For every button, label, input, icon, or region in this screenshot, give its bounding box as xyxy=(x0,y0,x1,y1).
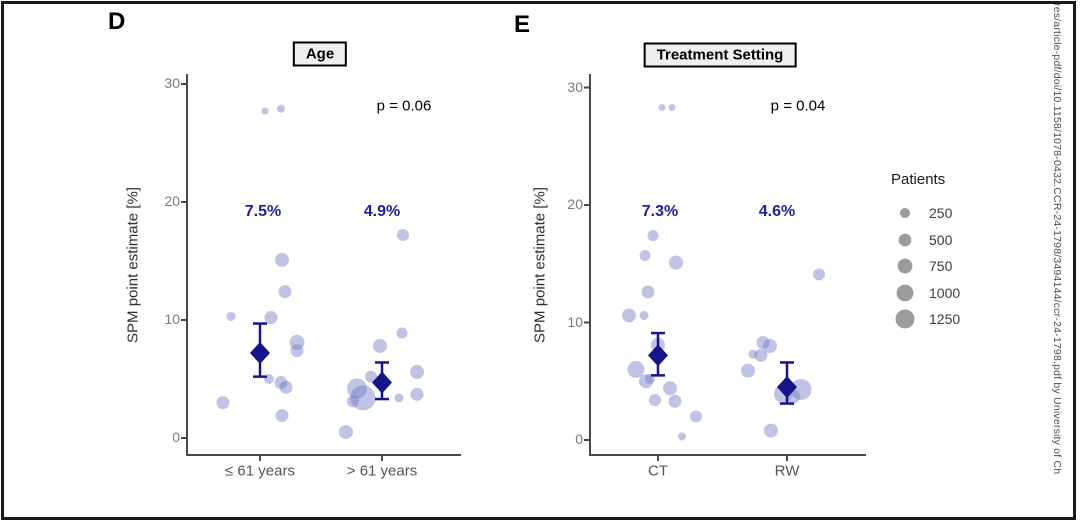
y-tick-label: 30 xyxy=(567,78,583,95)
y-tick-label: 0 xyxy=(575,431,583,447)
data-point-bubble xyxy=(275,252,289,267)
mean-diamond xyxy=(777,376,797,399)
data-point-bubble xyxy=(290,344,304,358)
data-point-bubble xyxy=(690,410,702,423)
y-axis-title-e: SPM point estimate [%] xyxy=(531,187,549,343)
data-point-bubble xyxy=(639,374,653,389)
mean-label-d1: 7.5% xyxy=(244,203,282,220)
data-point-bubble xyxy=(678,432,686,441)
mean-diamond xyxy=(250,342,270,365)
data-point-bubble xyxy=(396,327,408,339)
panel-letter-e: E xyxy=(514,11,531,38)
data-point-bubble xyxy=(410,387,424,401)
data-point-bubble xyxy=(216,396,230,410)
data-point-bubble xyxy=(748,349,758,359)
legend-bubble xyxy=(900,208,910,218)
legend-size-label: 250 xyxy=(929,205,953,221)
legend-bubble xyxy=(897,258,913,274)
y-tick-label: 20 xyxy=(164,193,180,209)
data-point-bubble xyxy=(756,335,770,349)
data-point-bubble xyxy=(365,370,377,383)
data-point-bubble xyxy=(641,285,655,299)
data-point-bubble xyxy=(741,363,755,378)
data-point-bubble xyxy=(649,394,661,407)
data-point-bubble xyxy=(410,364,424,379)
legend-size-label: 1250 xyxy=(929,311,961,327)
data-point-bubble xyxy=(277,104,285,113)
data-point-bubble xyxy=(764,423,778,438)
mean-diamond xyxy=(648,344,668,367)
data-point-bubble xyxy=(394,393,404,403)
data-point-bubble xyxy=(274,376,288,390)
data-point-bubble xyxy=(763,339,777,353)
data-point-bubble xyxy=(639,310,649,320)
y-tick-label: 10 xyxy=(164,311,180,327)
mean-label-e1: 7.3% xyxy=(641,203,679,220)
y-tick-label: 0 xyxy=(172,429,180,445)
legend-size-label: 750 xyxy=(929,258,953,274)
x-tick-label-d1: ≤ 61 years xyxy=(225,462,295,480)
data-point-bubble xyxy=(373,338,387,353)
data-point-bubble xyxy=(261,107,269,115)
data-point-bubble xyxy=(668,394,682,408)
legend-size-label: 1000 xyxy=(929,285,961,301)
data-point-bubble xyxy=(275,409,289,423)
data-point-bubble xyxy=(754,348,768,362)
x-tick-label-e2: RW xyxy=(774,462,800,480)
data-point-bubble xyxy=(397,229,409,242)
data-point-bubble xyxy=(813,268,825,281)
x-tick-label-d2: > 61 years xyxy=(346,462,418,480)
data-point-bubble xyxy=(647,230,659,242)
mean-diamond xyxy=(372,371,392,394)
data-point-bubble xyxy=(658,103,666,111)
data-point-bubble xyxy=(350,385,376,411)
data-point-bubble xyxy=(627,361,645,378)
panel-title-d: Age xyxy=(292,41,348,67)
y-tick-label: 10 xyxy=(567,313,583,330)
data-point-bubble xyxy=(226,311,236,321)
data-point-bubble xyxy=(289,334,305,350)
legend-size-label: 500 xyxy=(929,232,953,248)
y-axis-title-d: SPM point estimate [%] xyxy=(124,187,142,343)
panel-title-e: Treatment Setting xyxy=(643,42,797,68)
data-point-bubble xyxy=(347,378,367,399)
x-tick-label-e1: CT xyxy=(648,462,668,480)
mean-label-e2: 4.6% xyxy=(758,203,796,220)
panel-letter-d: D xyxy=(108,8,126,35)
data-point-bubble xyxy=(639,250,651,262)
p-value-e: p = 0.04 xyxy=(770,97,826,115)
data-point-bubble xyxy=(669,255,683,270)
p-value-d: p = 0.06 xyxy=(376,97,432,115)
pdf-watermark-text: res/article-pdf/doi/10.1158/1078-0432.CC… xyxy=(1051,3,1063,475)
data-point-bubble xyxy=(264,311,278,325)
data-point-bubble xyxy=(278,285,292,299)
data-point-bubble xyxy=(790,378,812,400)
y-tick-label: 20 xyxy=(567,196,583,212)
data-point-bubble xyxy=(663,381,677,396)
data-point-bubble xyxy=(622,308,636,323)
legend-title: Patients xyxy=(891,171,946,188)
data-point-bubble xyxy=(339,425,353,440)
legend-bubble xyxy=(895,309,915,329)
mean-label-d2: 4.9% xyxy=(363,203,401,220)
legend-bubble xyxy=(898,233,912,247)
data-point-bubble xyxy=(347,395,359,408)
legend-bubble xyxy=(896,284,914,302)
data-point-bubble xyxy=(279,380,293,394)
data-point-bubble xyxy=(668,103,676,111)
y-tick-label: 30 xyxy=(164,75,180,91)
